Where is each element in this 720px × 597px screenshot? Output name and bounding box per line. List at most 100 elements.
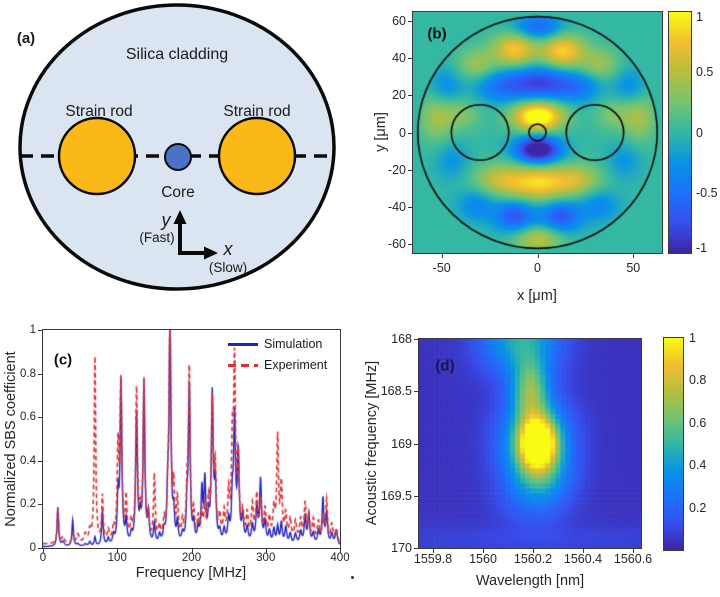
panel-c-xlabel: Frequency [MHz] xyxy=(135,565,247,581)
panel-c-y-tick-label: 0.4 xyxy=(20,454,36,467)
tick-mark xyxy=(408,95,412,97)
tick-mark xyxy=(408,243,412,245)
panel-a-fiber-diagram: (a) Silica cladding Strain rod Strain ro… xyxy=(17,3,336,291)
panel-c-x-tick-label: 300 xyxy=(256,552,276,564)
tick-mark xyxy=(38,460,42,462)
panel-b-tag: (b) xyxy=(427,25,447,43)
panel-b-x-tick-label: 0 xyxy=(534,261,541,275)
y-axis-symbol: y xyxy=(160,210,172,230)
tick-mark xyxy=(414,443,418,445)
tick-mark xyxy=(533,549,534,553)
tick-mark xyxy=(38,373,42,375)
panel-b-colorbar-tick-label: 0.5 xyxy=(696,65,714,80)
strain-rod-right-label: Strain rod xyxy=(223,103,290,120)
panel-b-y-tick-label: -40 xyxy=(387,199,406,214)
panel-c-tag: (c) xyxy=(53,351,73,369)
tick-mark xyxy=(414,495,418,497)
core-circle xyxy=(164,143,192,171)
panel-c-x-tick-label: 200 xyxy=(181,552,202,564)
tick-mark xyxy=(408,21,412,23)
strain-rod-right xyxy=(217,116,297,196)
panel-d-x-tick-label: 1560 xyxy=(469,552,497,566)
panel-a-tag: (a) xyxy=(17,30,35,47)
panel-c-y-tick-label: 0.8 xyxy=(20,367,36,380)
tick-mark xyxy=(117,549,119,553)
panel-c-ylabel: Normalized SBS coefficient xyxy=(3,351,19,527)
panel-c-y-tick-label: 1 xyxy=(29,324,36,336)
simulation-line-sample xyxy=(228,342,258,346)
tick-mark xyxy=(340,549,341,553)
panel-b-y-tick-label: 60 xyxy=(392,14,406,29)
panel-d-heatmap-canvas xyxy=(418,338,642,549)
panel-d-colorbar-tick-label: 0.6 xyxy=(689,415,707,430)
tick-mark xyxy=(408,132,412,134)
panel-b-x-tick-label: -50 xyxy=(432,261,451,275)
core-label: Core xyxy=(161,184,195,201)
strain-rod-left xyxy=(57,116,137,196)
panel-b-heatmap-canvas xyxy=(412,11,663,254)
panel-b-y-tick-label: 40 xyxy=(392,51,406,66)
panel-c-x-tick-label: 0 xyxy=(39,552,47,564)
tick-mark xyxy=(633,254,635,258)
panel-b-y-tick-label: 20 xyxy=(392,88,406,103)
tick-mark xyxy=(483,549,484,553)
tick-mark xyxy=(408,206,412,208)
x-axis-sublabel: (Slow) xyxy=(209,260,247,275)
strain-rod-left-label: Strain rod xyxy=(65,103,132,120)
panel-c-x-tick-label: 100 xyxy=(107,552,127,564)
tick-mark xyxy=(537,254,539,258)
panel-d-x-tick-label: 1560.6 xyxy=(613,552,653,566)
tick-mark xyxy=(191,549,193,553)
panel-d-y-tick-label: 168 xyxy=(391,332,412,346)
tick-mark xyxy=(43,549,44,553)
x-axis-symbol: x xyxy=(223,239,234,259)
panel-d-y-tick-label: 169 xyxy=(391,436,412,451)
panel-c-x-tick-label: 400 xyxy=(330,552,350,564)
panel-d-colorbar-tick-label: 1 xyxy=(689,331,696,345)
tick-mark xyxy=(38,417,42,419)
legend-simulation-label: Simulation xyxy=(264,337,323,351)
axis-indicator: y (Fast) x (Slow) xyxy=(139,210,247,275)
panel-d-colorbar-tick-label: 0.4 xyxy=(689,458,707,473)
tick-mark xyxy=(414,391,418,393)
panel-c-plot-canvas xyxy=(42,329,341,549)
panel-d-x-tick-label: 1560.2 xyxy=(513,552,553,566)
panel-d-xlabel: Wavelength [nm] xyxy=(475,573,585,589)
panel-b-x-tick-label: 50 xyxy=(626,261,641,275)
panel-b-colorbar-tick-label: 1 xyxy=(696,10,703,24)
panel-d-x-tick-label: 1560.4 xyxy=(563,552,603,566)
tick-mark xyxy=(408,58,412,60)
panel-b-y-tick-label: 0 xyxy=(399,125,406,140)
panel-d-y-tick-label: 169.5 xyxy=(380,488,412,503)
panel-b-xlabel: x [μm] xyxy=(517,288,557,304)
panel-d-colorbar-canvas xyxy=(663,337,684,551)
panel-b-colorbar-canvas xyxy=(668,11,692,254)
tick-mark xyxy=(414,339,418,340)
panel-d-y-tick-label: 168.5 xyxy=(380,384,412,399)
panel-b-y-tick-label: -60 xyxy=(387,236,406,251)
legend-row-simulation: Simulation xyxy=(228,337,322,351)
panel-d-ylabel: Acoustic frequency [MHz] xyxy=(364,360,380,526)
panel-d-x-tick-label: 1559.8 xyxy=(413,552,453,566)
panel-b-colorbar-tick-label: 0 xyxy=(696,125,703,140)
tick-mark xyxy=(38,548,42,549)
panel-c-y-tick-label: 0.2 xyxy=(20,498,36,511)
panel-b-colorbar-tick-label: -0.5 xyxy=(696,185,718,200)
y-axis-arrow-head xyxy=(173,210,187,224)
cladding-label: Silica cladding xyxy=(126,46,228,63)
panel-d-colorbar-tick-label: 0.8 xyxy=(689,373,707,388)
legend-experiment-label: Experiment xyxy=(264,358,328,372)
x-axis-arrow-head xyxy=(204,246,218,260)
tick-mark xyxy=(38,330,42,331)
tick-mark xyxy=(38,504,42,506)
tick-mark xyxy=(433,549,434,553)
legend-row-experiment: Experiment xyxy=(228,358,327,372)
artifact-dot xyxy=(351,576,354,579)
tick-mark xyxy=(408,169,412,171)
panel-c-y-tick-label: 0 xyxy=(29,542,36,554)
y-axis-sublabel: (Fast) xyxy=(139,230,174,245)
tick-mark xyxy=(583,549,584,553)
panel-d-colorbar-tick-label: 0.2 xyxy=(689,500,707,515)
tick-mark xyxy=(414,548,418,549)
